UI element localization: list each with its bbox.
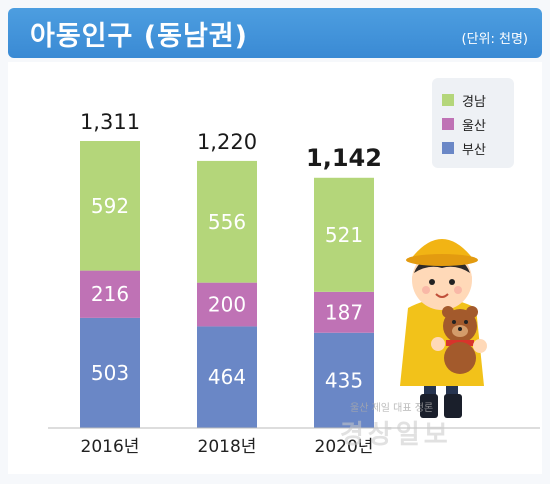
child-holding-teddy-bear-icon	[400, 239, 487, 418]
legend-swatch-ulsan	[442, 118, 454, 130]
bar-segment-busan-2018년	[197, 326, 257, 428]
data-label-busan-2020년: 435	[325, 368, 363, 392]
watermark-tagline: 울산 제일 대표 정론	[350, 403, 434, 414]
bars-group: 503 216 592 1,311 464 200 556 1,220 435 187 521 1,1…	[80, 110, 382, 428]
bar-segment-ulsan-2016년	[80, 270, 140, 318]
data-label-gyeongnam-2020년: 521	[325, 223, 363, 247]
total-label-2018년: 1,220	[197, 130, 257, 154]
total-label-2020년: 1,142	[306, 144, 382, 172]
unit-label: (단위: 천명)	[461, 32, 529, 47]
bar-segment-busan-2020년	[314, 332, 374, 428]
bar-segment-busan-2016년	[80, 317, 140, 428]
legend-item-gyeongnam: 경남	[442, 90, 486, 110]
legend-swatch-busan	[442, 142, 454, 154]
chart-title: 아동인구 (동남권)	[30, 21, 248, 52]
data-label-gyeongnam-2016년: 592	[91, 194, 129, 218]
watermark-logo: 경상일보	[340, 420, 452, 450]
legend-swatch-gyeongnam	[442, 94, 454, 106]
legend-label-ulsan: 울산	[462, 118, 486, 134]
data-label-ulsan-2018년: 200	[208, 293, 246, 317]
x-tick-label-2016년: 2016년	[81, 437, 140, 457]
legend-label-gyeongnam: 경남	[462, 94, 486, 110]
legend-label-busan: 부산	[462, 142, 486, 158]
x-tick-label-2020년: 2020년	[315, 437, 374, 457]
data-label-gyeongnam-2018년: 556	[208, 210, 246, 234]
data-label-busan-2016년: 503	[91, 361, 129, 385]
total-label-2016년: 1,311	[80, 110, 140, 134]
header-bar: 아동인구 (동남권) (단위: 천명)	[8, 8, 542, 58]
data-label-busan-2018년: 464	[208, 365, 246, 389]
bar-segment-gyeongnam-2018년	[197, 160, 257, 283]
legend-item-ulsan: 울산	[442, 114, 486, 134]
bar-segment-ulsan-2018년	[197, 282, 257, 327]
bar-segment-gyeongnam-2016년	[80, 141, 140, 271]
data-label-ulsan-2020년: 187	[325, 300, 363, 324]
data-label-ulsan-2016년: 216	[91, 282, 129, 306]
x-tick-label-2018년: 2018년	[198, 437, 257, 457]
bar-segment-ulsan-2020년	[314, 291, 374, 333]
bar-segment-gyeongnam-2020년	[314, 177, 374, 292]
x-tick-labels: 2016년 2018년 2020년	[81, 437, 374, 457]
legend-item-busan: 부산	[442, 138, 486, 158]
legend: 경남 울산 부산	[432, 78, 514, 168]
